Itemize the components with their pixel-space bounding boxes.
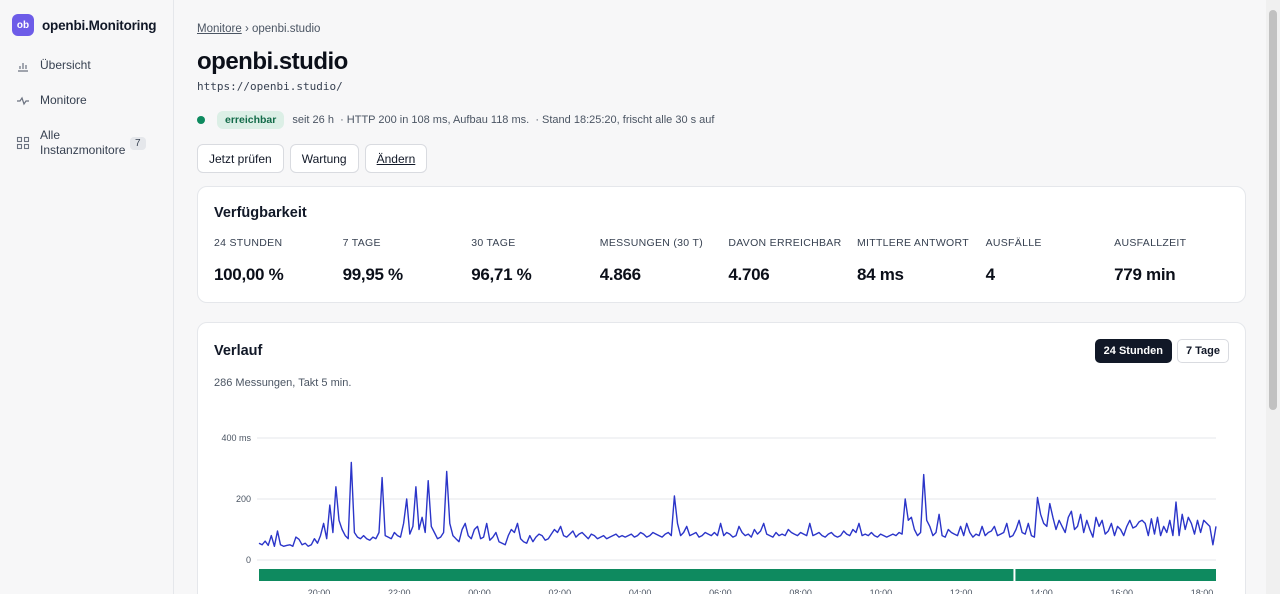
y-tick-label: 0 <box>246 555 251 565</box>
stat-24h: 24 STUNDEN 100,00 % <box>214 237 343 285</box>
x-tick-label: 22:00 <box>388 588 411 594</box>
history-meta: 286 Messungen, Takt 5 min. <box>214 377 352 389</box>
status-dot-icon <box>197 116 205 124</box>
stat-label: 30 TAGE <box>471 237 516 249</box>
brand-logo: ob <box>12 14 34 36</box>
sidebar: ob openbi.Monitoring Übersicht Monitore … <box>0 0 174 594</box>
y-tick-label: 200 <box>236 494 251 504</box>
status-bar-segment <box>259 569 1014 581</box>
range-toggle: 24 Stunden 7 Tage <box>1094 339 1229 363</box>
stat-label: 7 TAGE <box>342 237 381 249</box>
range-7d-button[interactable]: 7 Tage <box>1176 339 1229 363</box>
edit-button[interactable]: Ändern <box>364 144 428 173</box>
stat-label: 24 STUNDEN <box>214 237 283 249</box>
x-tick-label: 20:00 <box>308 588 331 594</box>
stat-7d: 7 TAGE 99,95 % <box>343 237 472 285</box>
stat-value: 779 min <box>1114 265 1176 284</box>
breadcrumb-link-monitore[interactable]: Monitore <box>197 23 242 35</box>
x-tick-label: 08:00 <box>789 588 812 594</box>
stat-value: 4.706 <box>728 265 770 284</box>
brand-name: openbi.Monitoring <box>42 17 157 33</box>
history-title: Verlauf <box>214 343 263 359</box>
availability-card: Verfügbarkeit 24 STUNDEN 100,00 % 7 TAGE 9… <box>197 186 1246 303</box>
stat-label: AUSFALLZEIT <box>1114 237 1187 249</box>
stat-30d: 30 TAGE 96,71 % <box>471 237 600 285</box>
stat-value: 4.866 <box>599 265 641 284</box>
sidebar-item-instanzmonitore[interactable]: Alle Instanzmonitore 7 <box>10 122 164 164</box>
x-tick-label: 16:00 <box>1110 588 1133 594</box>
range-24h-button[interactable]: 24 Stunden <box>1094 339 1172 363</box>
brand[interactable]: ob openbi.Monitoring <box>12 14 157 36</box>
response-time-chart: 400 ms 200 0 20:00 22:00 00:00 02:00 04:00 06:00… <box>221 433 1217 594</box>
stat-value: 84 ms <box>856 265 904 284</box>
stat-value: 99,95 % <box>342 265 404 284</box>
status-row: erreichbar seit 26 h · HTTP 200 in 108 m… <box>197 111 714 129</box>
scrollbar-thumb[interactable] <box>1269 10 1277 410</box>
breadcrumb: Monitore › openbi.studio <box>197 23 320 35</box>
y-tick-label: 400 ms <box>221 433 251 443</box>
availability-title: Verfügbarkeit <box>214 205 307 221</box>
bar-chart-icon <box>18 62 28 72</box>
sidebar-nav: Übersicht Monitore Alle Instanzmonitore … <box>10 52 164 172</box>
status-bar-segment <box>1015 569 1216 581</box>
response-time-line <box>258 461 1217 548</box>
stat-reachable: DAVON ERREICHBAR 4.706 <box>728 237 857 285</box>
stat-value: 4 <box>985 265 995 284</box>
count-badge: 7 <box>130 136 146 150</box>
page-title: openbi.studio <box>197 48 348 75</box>
breadcrumb-separator: › <box>244 23 249 35</box>
main-content: Monitore › openbi.studio openbi.studio h… <box>174 0 1266 594</box>
x-tick-label: 06:00 <box>709 588 732 594</box>
x-tick-label: 02:00 <box>549 588 572 594</box>
monitor-url: https://openbi.studio/ <box>197 80 343 93</box>
status-text: seit 26 h · HTTP 200 in 108 ms, Aufbau 1… <box>292 114 715 126</box>
status-badge: erreichbar <box>217 111 285 129</box>
activity-icon <box>17 96 29 105</box>
action-buttons: Jetzt prüfen Wartung Ändern <box>197 144 428 173</box>
sidebar-item-label: Alle Instanzmonitore <box>40 128 126 157</box>
maintenance-button[interactable]: Wartung <box>289 144 359 173</box>
x-tick-label: 04:00 <box>629 588 652 594</box>
sidebar-item-monitore[interactable]: Monitore <box>10 87 164 114</box>
scrollbar[interactable] <box>1266 0 1280 594</box>
check-now-button[interactable]: Jetzt prüfen <box>197 144 284 173</box>
sidebar-item-label: Monitore <box>40 93 87 107</box>
availability-stats: 24 STUNDEN 100,00 % 7 TAGE 99,95 % 30 TAGE… <box>214 237 1244 285</box>
sidebar-item-uebersicht[interactable]: Übersicht <box>10 52 164 79</box>
stat-avg-response: MITTLERE ANTWORT 84 ms <box>857 237 986 285</box>
history-card: Verlauf 24 Stunden 7 Tage 286 Messungen,… <box>197 322 1246 594</box>
breadcrumb-current: openbi.studio <box>252 23 321 35</box>
stat-label: MESSUNGEN (30 T) <box>599 237 703 249</box>
x-tick-label: 12:00 <box>950 588 973 594</box>
stat-label: AUSFÄLLE <box>985 237 1042 249</box>
stat-downtime: AUSFALLZEIT 779 min <box>1114 237 1243 285</box>
x-tick-label: 14:00 <box>1030 588 1053 594</box>
x-tick-label: 18:00 <box>1191 588 1214 594</box>
sidebar-item-label: Übersicht <box>40 58 91 72</box>
stat-outages: AUSFÄLLE 4 <box>986 237 1115 285</box>
stat-label: MITTLERE ANTWORT <box>856 237 969 249</box>
stat-value: 100,00 % <box>214 265 284 284</box>
x-tick-label: 10:00 <box>870 588 893 594</box>
stat-label: DAVON ERREICHBAR <box>728 237 842 249</box>
stat-value: 96,71 % <box>471 265 532 284</box>
stat-measurements: MESSUNGEN (30 T) 4.866 <box>600 237 729 285</box>
grid-icon <box>16 136 30 150</box>
x-tick-label: 00:00 <box>468 588 491 594</box>
